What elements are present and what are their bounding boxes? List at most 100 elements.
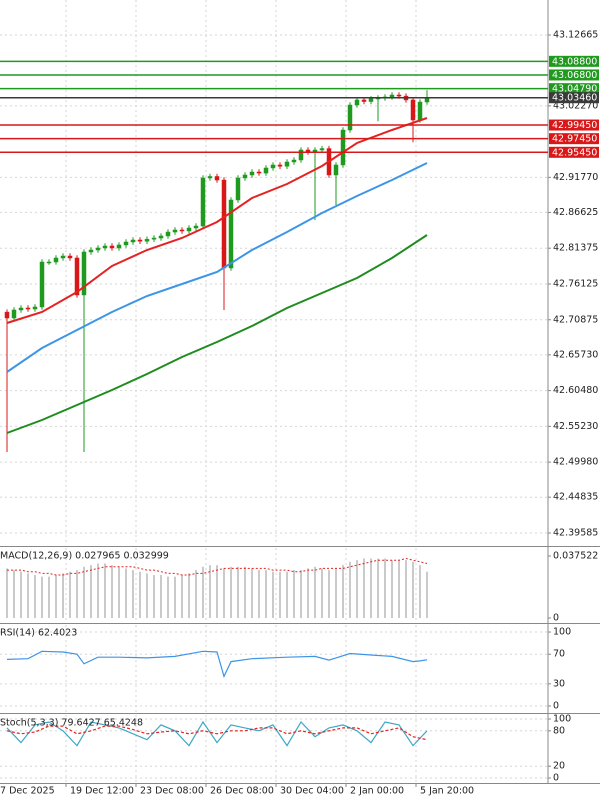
y-tick-label: 70 xyxy=(553,649,565,660)
macd-bar xyxy=(426,571,428,619)
level-label-box xyxy=(549,92,599,104)
y-tick-label: 100 xyxy=(553,627,571,638)
candle-body xyxy=(263,167,269,174)
macd-bar xyxy=(279,571,281,619)
macd-bar xyxy=(370,558,372,619)
x-tick-label: 23 Dec 08:00 xyxy=(140,786,204,797)
macd-bar xyxy=(356,560,358,619)
macd-bar xyxy=(244,566,246,619)
level-label: 43.08800 xyxy=(552,56,597,67)
macd-bar xyxy=(251,568,253,619)
candle-body xyxy=(158,235,164,239)
candle-body xyxy=(46,261,52,264)
macd-bar xyxy=(342,565,344,619)
macd-bar xyxy=(398,560,400,619)
macd-bar xyxy=(69,571,71,619)
macd-bar xyxy=(384,558,386,619)
candle-body xyxy=(151,237,157,240)
candle-body xyxy=(396,94,402,97)
moving-average xyxy=(6,117,428,324)
level-label: 43.03460 xyxy=(552,93,597,104)
candle-body xyxy=(319,148,325,151)
candle-body xyxy=(179,229,185,232)
candle-body xyxy=(200,177,206,227)
candle-body xyxy=(340,129,346,166)
y-tick-label: 42.44835 xyxy=(553,492,598,503)
candle-body xyxy=(109,245,115,249)
candle-body xyxy=(95,247,101,251)
macd-bar xyxy=(13,570,15,619)
level-label-box xyxy=(549,133,599,145)
macd-bar xyxy=(286,571,288,619)
candle-body xyxy=(11,309,17,319)
candle-body xyxy=(354,99,360,106)
macd-bar xyxy=(41,576,43,619)
level-label-box xyxy=(549,119,599,131)
macd-bar xyxy=(405,560,407,619)
signal-line xyxy=(7,557,428,576)
macd-bar xyxy=(265,570,267,619)
macd-bar xyxy=(125,568,127,619)
macd-bar xyxy=(174,576,176,619)
level-label-box xyxy=(549,83,599,95)
y-tick-label: 42.49980 xyxy=(553,457,598,468)
macd-bar xyxy=(104,563,106,619)
macd-bar xyxy=(216,565,218,619)
panel-title: MACD(12,26,9) 0.027965 0.032999 xyxy=(0,551,169,562)
macd-bar xyxy=(90,565,92,619)
candle-body xyxy=(389,94,395,98)
y-tick-label: 0 xyxy=(553,701,559,712)
candle-body xyxy=(25,307,31,310)
candle-body xyxy=(228,199,234,269)
macd-bar xyxy=(391,560,393,619)
indicator-line xyxy=(6,725,428,741)
candle-body xyxy=(410,99,416,121)
candle-body xyxy=(18,307,24,311)
macd-bar xyxy=(412,561,414,619)
x-tick-label: 7 Dec 2025 xyxy=(0,786,55,797)
y-tick-label: 43.12665 xyxy=(553,29,598,40)
moving-average xyxy=(6,162,428,373)
macd-bar xyxy=(76,570,78,619)
candle-body xyxy=(88,249,94,253)
macd-bar xyxy=(363,558,365,619)
level-label: 43.06800 xyxy=(552,70,597,81)
candle-body xyxy=(298,149,304,161)
macd-bar xyxy=(34,575,36,619)
candle-body xyxy=(4,311,10,319)
macd-bar xyxy=(20,571,22,619)
macd-bar xyxy=(230,566,232,619)
y-tick-label: 42.39585 xyxy=(553,527,598,538)
candle-body xyxy=(74,257,80,296)
panel-title: Stoch(5,3,3) 79.6427 65.4248 xyxy=(0,718,143,729)
candle-body xyxy=(165,231,171,237)
macd-bar xyxy=(97,563,99,619)
macd-bar xyxy=(160,575,162,619)
candle-body xyxy=(123,241,129,246)
macd-bar xyxy=(27,573,29,619)
macd-bar xyxy=(83,566,85,619)
candle-body xyxy=(81,251,87,296)
level-label: 42.99450 xyxy=(552,120,597,131)
macd-bar xyxy=(55,575,57,619)
candle-body xyxy=(235,177,241,201)
candle-body xyxy=(39,261,45,308)
macd-bar xyxy=(146,573,148,619)
level-label-box xyxy=(549,69,599,81)
x-tick-label: 19 Dec 12:00 xyxy=(70,786,134,797)
level-label: 42.97450 xyxy=(552,134,597,145)
candle-body xyxy=(277,164,283,167)
candle-body xyxy=(207,176,213,179)
macd-bar xyxy=(377,558,379,619)
candle-body xyxy=(242,174,248,179)
level-label: 42.95450 xyxy=(552,147,597,158)
macd-bar xyxy=(188,573,190,619)
candle-body xyxy=(172,229,178,233)
x-tick-label: 26 Dec 08:00 xyxy=(210,786,274,797)
candle-body xyxy=(144,238,150,242)
candle-body xyxy=(130,239,136,243)
candle-body xyxy=(32,306,38,310)
macd-bar xyxy=(139,571,141,619)
y-tick-label: 42.70875 xyxy=(553,314,598,325)
